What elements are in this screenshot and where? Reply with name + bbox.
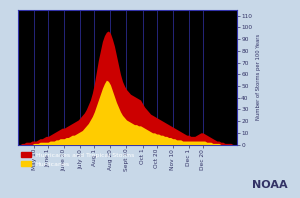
Legend: Hurricanes and Tropical Storms, Hurricanes: Hurricanes and Tropical Storms, Hurrican… — [19, 150, 136, 168]
Y-axis label: Number of Storms per 100 Years: Number of Storms per 100 Years — [256, 34, 262, 120]
Text: NOAA: NOAA — [252, 180, 288, 190]
